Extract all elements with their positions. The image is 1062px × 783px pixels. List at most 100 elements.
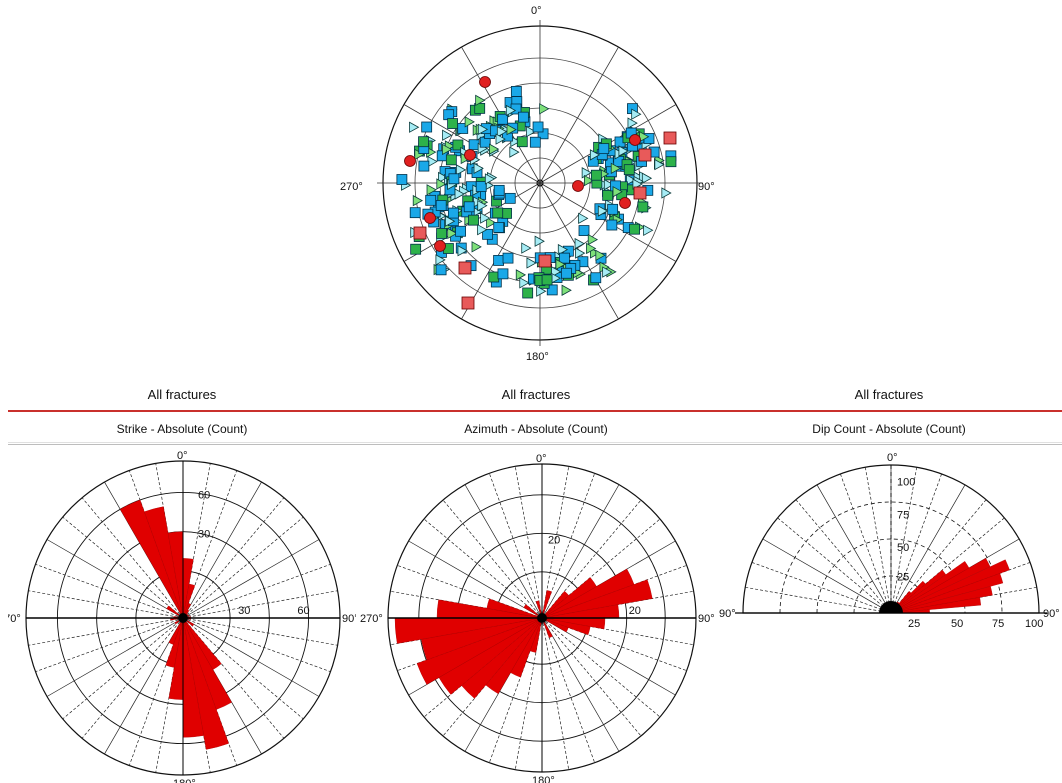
- half-rose-vertical-label: 25: [897, 571, 909, 583]
- pole-marker-red: [464, 149, 476, 161]
- pole-marker: [637, 201, 649, 213]
- rose-spoke: [182, 539, 320, 619]
- pole-marker: [603, 178, 615, 191]
- half-rose-label-top: 0°: [887, 452, 898, 464]
- pole-marker: [442, 143, 453, 156]
- panel-strike: All fractures Strike - Absolute (Count) …: [8, 378, 356, 783]
- pole-marker: [489, 143, 500, 155]
- rose-spoke: [541, 617, 661, 718]
- pole-marker: [504, 192, 516, 204]
- pole-marker: [559, 252, 570, 264]
- panel-subtitle: Dip Count - Absolute (Count): [716, 416, 1062, 445]
- pole-marker: [477, 224, 488, 236]
- pole-marker: [654, 158, 665, 171]
- pole-marker: [590, 169, 602, 181]
- rose-angle-label-right: 90°: [342, 613, 356, 625]
- half-rose-bar: [890, 573, 1004, 614]
- pole-marker: [468, 214, 479, 226]
- pole-marker: [629, 223, 640, 235]
- rose-spoke: [182, 590, 338, 619]
- pole-marker: [488, 271, 500, 283]
- rose-spoke: [46, 539, 184, 619]
- half-rose-spoke: [816, 484, 892, 614]
- pole-marker: [575, 247, 586, 259]
- rose-bar: [416, 617, 543, 685]
- rose-spoke: [182, 617, 320, 697]
- rose-bar: [541, 617, 569, 633]
- pole-marker: [555, 258, 566, 271]
- rose-ring-label: 30: [198, 529, 210, 541]
- stereonet-spoke: [539, 46, 619, 184]
- rose-angle-label-bottom: 180°: [173, 778, 196, 783]
- strike-rose-chart: 0° 90° 180° 270° 60 30 30 60: [8, 450, 356, 783]
- rose-bar: [182, 617, 229, 750]
- pole-marker: [541, 274, 553, 286]
- pole-marker: [590, 272, 602, 284]
- half-rose-ring-label: 50: [951, 618, 963, 630]
- pole-marker: [578, 225, 590, 236]
- panel-subtitle: Strike - Absolute (Count): [8, 416, 356, 445]
- pole-marker: [495, 133, 506, 145]
- rose-spoke: [408, 540, 543, 619]
- pole-marker: [455, 164, 467, 176]
- pole-marker: [598, 143, 610, 155]
- pole-marker: [457, 245, 468, 257]
- pole-marker: [578, 212, 589, 224]
- stereonet-label-east: 90°: [698, 181, 715, 193]
- pole-marker: [626, 174, 637, 186]
- rose-spoke: [182, 617, 304, 720]
- pole-marker: [412, 194, 424, 207]
- pole-marker: [473, 162, 484, 175]
- pole-marker: [480, 212, 491, 224]
- pole-marker: [445, 154, 457, 166]
- pole-marker: [454, 188, 465, 200]
- pole-marker: [497, 113, 509, 125]
- pole-marker: [448, 173, 460, 185]
- pole-marker: [510, 86, 522, 97]
- pole-marker: [463, 201, 475, 213]
- rose-spoke: [81, 497, 184, 619]
- rose-spoke: [541, 617, 620, 752]
- rose-spoke: [62, 516, 184, 619]
- pole-marker-red: [458, 261, 472, 275]
- azimuth-rose-chart: 0° 90° 180° 270° 20 20: [360, 453, 715, 783]
- half-rose-label-right: 90°: [1043, 608, 1060, 620]
- pole-marker: [586, 242, 597, 255]
- pole-marker-red: [461, 296, 475, 310]
- half-rose-label-left: 90°: [719, 608, 736, 620]
- pole-marker: [493, 184, 505, 196]
- pole-marker: [471, 241, 482, 253]
- pole-marker: [590, 247, 601, 259]
- rose-angle-label-top: 0°: [536, 453, 547, 465]
- rose-spoke: [182, 497, 285, 619]
- pole-marker: [526, 257, 537, 269]
- rose-ring-label: 30: [238, 605, 250, 617]
- pole-marker: [536, 285, 547, 297]
- pole-marker: [425, 194, 437, 206]
- rose-bar: [541, 590, 552, 619]
- pole-marker: [435, 200, 447, 211]
- rose-angle-label-top: 0°: [177, 450, 188, 462]
- rose-ring-label: 60: [297, 605, 309, 617]
- pole-marker-red: [629, 134, 641, 146]
- panel-title: All fractures: [8, 378, 356, 412]
- pole-marker: [583, 174, 595, 187]
- stereonet-center: [536, 179, 544, 187]
- half-rose-ring-label: 25: [908, 618, 920, 630]
- pole-marker: [493, 255, 504, 266]
- pole-marker: [436, 228, 447, 239]
- pole-marker: [665, 156, 677, 168]
- pole-marker: [627, 117, 638, 129]
- pole-marker: [522, 287, 534, 299]
- pole-marker: [493, 222, 505, 233]
- rose-center: [537, 613, 547, 623]
- half-rose-ring-label: 100: [1025, 618, 1043, 630]
- pole-marker: [641, 172, 653, 184]
- rose-center: [178, 613, 188, 623]
- pole-marker: [618, 145, 629, 157]
- rose-spoke: [182, 481, 262, 619]
- pole-marker: [442, 129, 453, 141]
- pole-marker: [447, 118, 458, 129]
- pole-marker: [435, 264, 447, 276]
- pole-marker: [477, 123, 489, 136]
